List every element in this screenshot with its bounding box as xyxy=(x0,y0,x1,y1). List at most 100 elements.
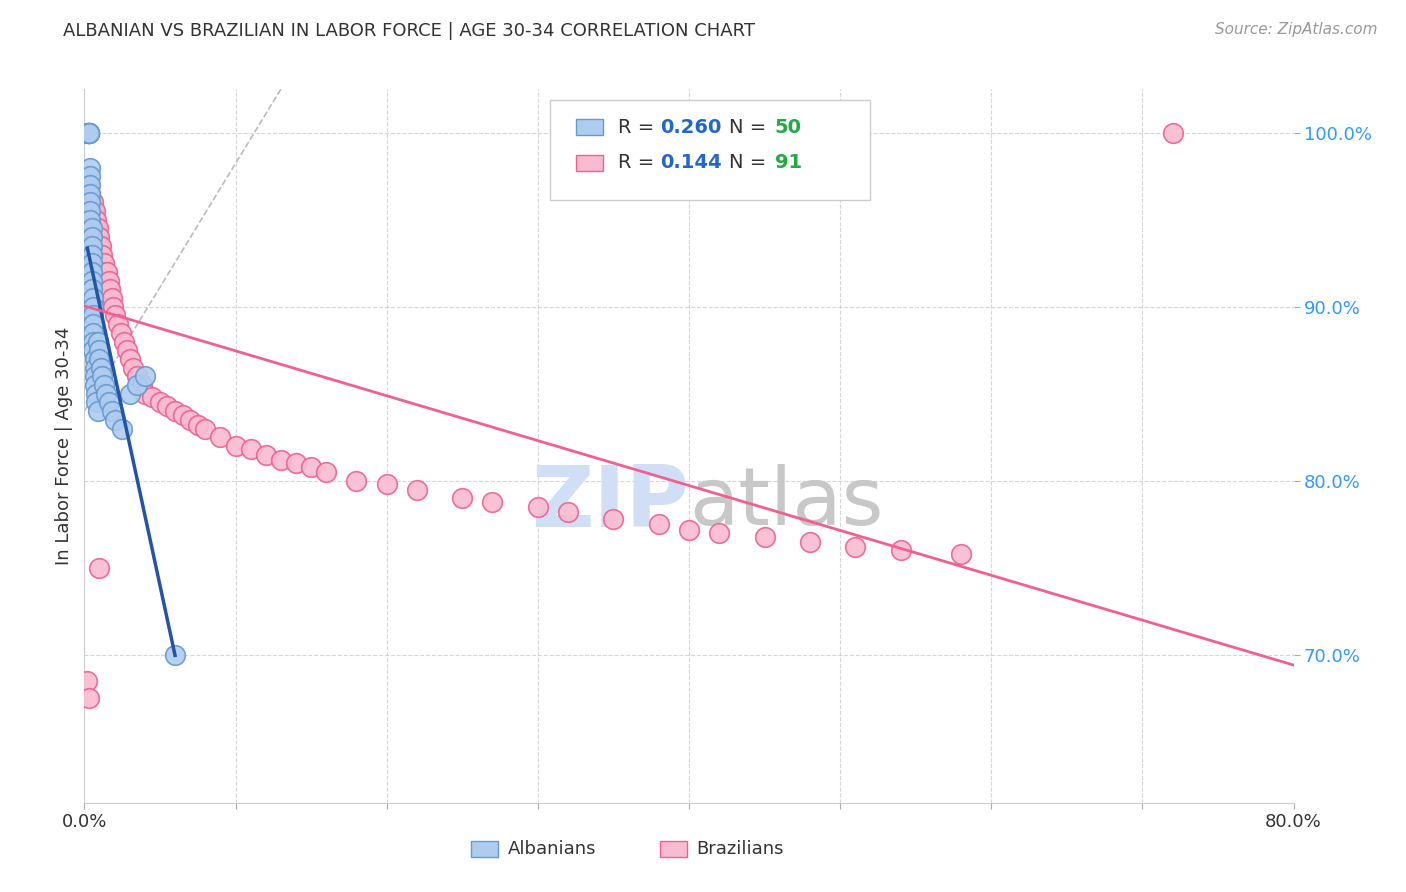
Text: 0.144: 0.144 xyxy=(659,153,721,172)
Point xyxy=(82,195,104,210)
Point xyxy=(194,421,217,435)
Point xyxy=(239,442,262,457)
Point xyxy=(187,418,209,433)
Point xyxy=(94,386,117,401)
Point xyxy=(76,212,98,227)
Point xyxy=(121,360,143,375)
Point xyxy=(134,386,156,401)
Point xyxy=(270,453,292,467)
Point xyxy=(950,547,973,561)
Point xyxy=(299,459,322,474)
Text: 50: 50 xyxy=(775,118,801,136)
Point xyxy=(76,673,98,688)
Point xyxy=(254,448,277,462)
Point xyxy=(118,351,141,366)
Point xyxy=(94,282,117,296)
Point xyxy=(709,526,731,541)
Point xyxy=(86,221,108,235)
Point xyxy=(86,265,108,279)
Text: N =: N = xyxy=(728,153,772,172)
Point xyxy=(84,274,107,288)
Point xyxy=(285,457,308,471)
FancyBboxPatch shape xyxy=(659,841,686,857)
Point xyxy=(80,230,103,244)
Point xyxy=(97,395,120,409)
Point xyxy=(80,221,103,235)
FancyBboxPatch shape xyxy=(576,120,603,135)
Point xyxy=(79,186,101,201)
Point xyxy=(80,274,103,288)
Point xyxy=(149,395,172,409)
Point xyxy=(82,326,104,340)
Point xyxy=(77,178,100,192)
Point xyxy=(118,386,141,401)
Point xyxy=(82,309,104,323)
Text: 91: 91 xyxy=(775,153,801,172)
Point xyxy=(79,247,101,261)
Point xyxy=(76,126,98,140)
Point xyxy=(115,343,138,358)
Point xyxy=(77,230,100,244)
Point xyxy=(111,421,134,435)
Point xyxy=(141,390,163,404)
Point xyxy=(375,477,398,491)
Text: R =: R = xyxy=(617,153,659,172)
Point xyxy=(82,317,104,331)
Point xyxy=(86,212,108,227)
Point xyxy=(79,178,101,192)
Point xyxy=(172,408,194,422)
Point xyxy=(127,378,149,392)
Point xyxy=(100,404,122,418)
Point xyxy=(84,204,107,219)
Point xyxy=(602,512,624,526)
FancyBboxPatch shape xyxy=(550,100,870,200)
Point xyxy=(77,126,100,140)
Text: 0.260: 0.260 xyxy=(659,118,721,136)
Point xyxy=(80,204,103,219)
Point xyxy=(82,334,104,349)
Point xyxy=(80,239,103,253)
Point xyxy=(87,221,110,235)
Point xyxy=(127,369,149,384)
Point xyxy=(107,317,129,331)
Point xyxy=(100,291,122,305)
Point xyxy=(89,239,111,253)
Point xyxy=(481,494,503,508)
Point xyxy=(225,439,247,453)
Point xyxy=(648,517,671,532)
Point xyxy=(134,369,156,384)
Point xyxy=(86,239,108,253)
Point xyxy=(79,221,101,235)
Point xyxy=(84,351,107,366)
Point xyxy=(82,204,104,219)
Point xyxy=(890,543,912,558)
Point xyxy=(104,413,127,427)
Point xyxy=(79,195,101,210)
Point xyxy=(98,282,121,296)
Point xyxy=(80,221,103,235)
Point xyxy=(77,195,100,210)
Point xyxy=(93,256,115,270)
Point xyxy=(799,534,821,549)
Point xyxy=(87,230,110,244)
Point xyxy=(406,483,429,497)
Point xyxy=(80,265,103,279)
Point xyxy=(82,291,104,305)
Point xyxy=(84,212,107,227)
Point xyxy=(86,386,108,401)
Point xyxy=(87,404,110,418)
Point xyxy=(77,691,100,706)
Point xyxy=(82,300,104,314)
Point xyxy=(165,404,187,418)
Point xyxy=(89,561,111,575)
Point xyxy=(79,186,101,201)
Point xyxy=(79,204,101,219)
Point xyxy=(80,195,103,210)
Point xyxy=(84,369,107,384)
Point xyxy=(104,309,127,323)
Point xyxy=(346,474,368,488)
Point xyxy=(79,212,101,227)
Point xyxy=(209,430,232,444)
Point xyxy=(112,334,135,349)
Y-axis label: In Labor Force | Age 30-34: In Labor Force | Age 30-34 xyxy=(55,326,73,566)
